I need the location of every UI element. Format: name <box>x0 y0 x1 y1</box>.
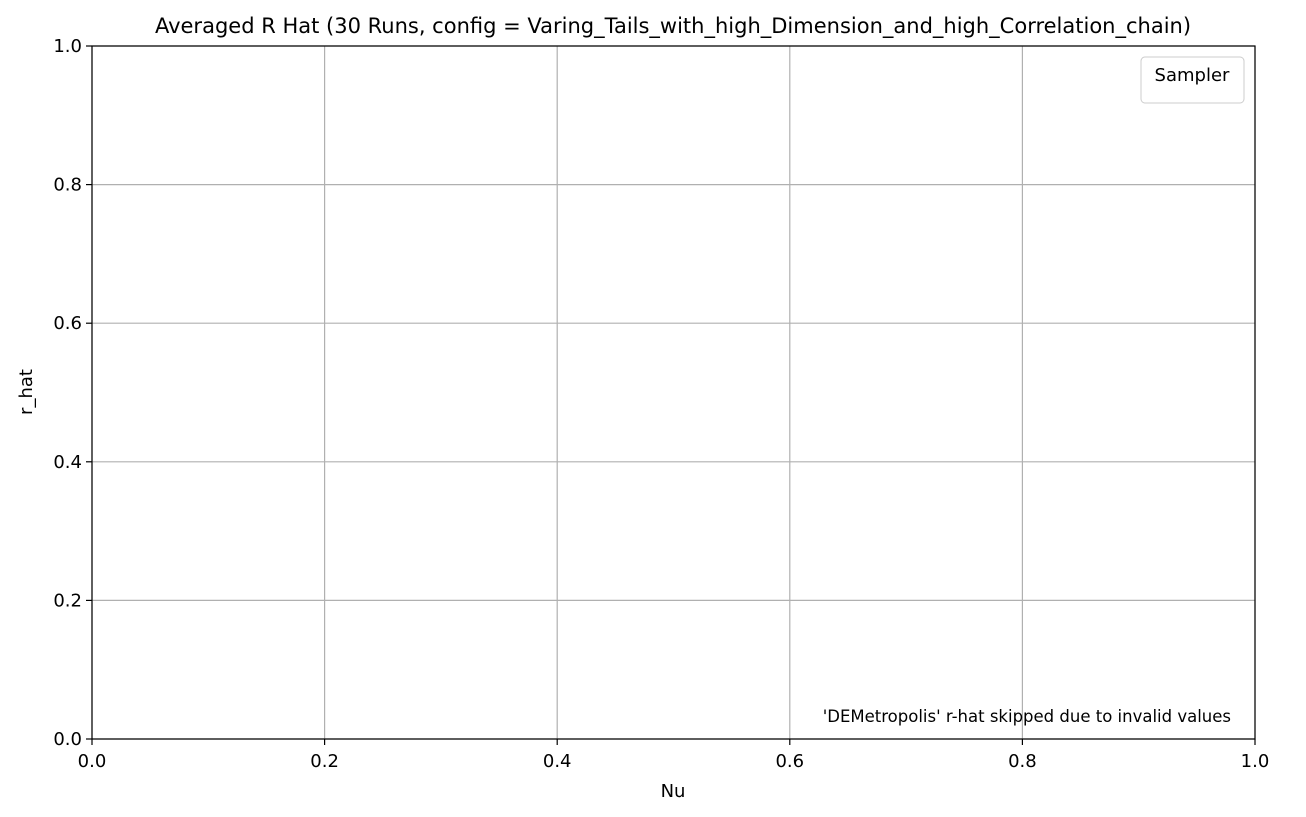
plot-frame <box>91 45 1256 740</box>
y-tick-label: 0.0 <box>53 729 82 750</box>
x-tick-label: 0.8 <box>1008 751 1037 772</box>
legend-title: Sampler <box>1155 65 1230 86</box>
y-tick-label: 1.0 <box>53 36 82 57</box>
x-tick-label: 0.0 <box>78 751 107 772</box>
x-tick-label: 1.0 <box>1241 751 1270 772</box>
y-axis-ticks: 0.0 0.2 0.4 0.6 0.8 1.0 <box>53 36 92 750</box>
legend: Sampler <box>1140 56 1245 104</box>
plot-area <box>92 46 1255 739</box>
y-tick-label: 0.2 <box>53 590 82 611</box>
chart-title: Averaged R Hat (30 Runs, config = Varing… <box>155 14 1191 39</box>
y-tick-label: 0.4 <box>53 452 82 473</box>
y-tick-label: 0.6 <box>53 313 82 334</box>
y-axis-label: r_hat <box>16 369 37 415</box>
x-tick-label: 0.6 <box>775 751 804 772</box>
x-axis-ticks: 0.0 0.2 0.4 0.6 0.8 1.0 <box>78 739 1270 772</box>
x-axis-label: Nu <box>661 781 686 802</box>
legend-box <box>1140 56 1245 104</box>
x-tick-label: 0.2 <box>310 751 339 772</box>
y-tick-label: 0.8 <box>53 175 82 196</box>
x-tick-label: 0.4 <box>543 751 572 772</box>
annotation-text: 'DEMetropolis' r-hat skipped due to inva… <box>823 707 1231 726</box>
